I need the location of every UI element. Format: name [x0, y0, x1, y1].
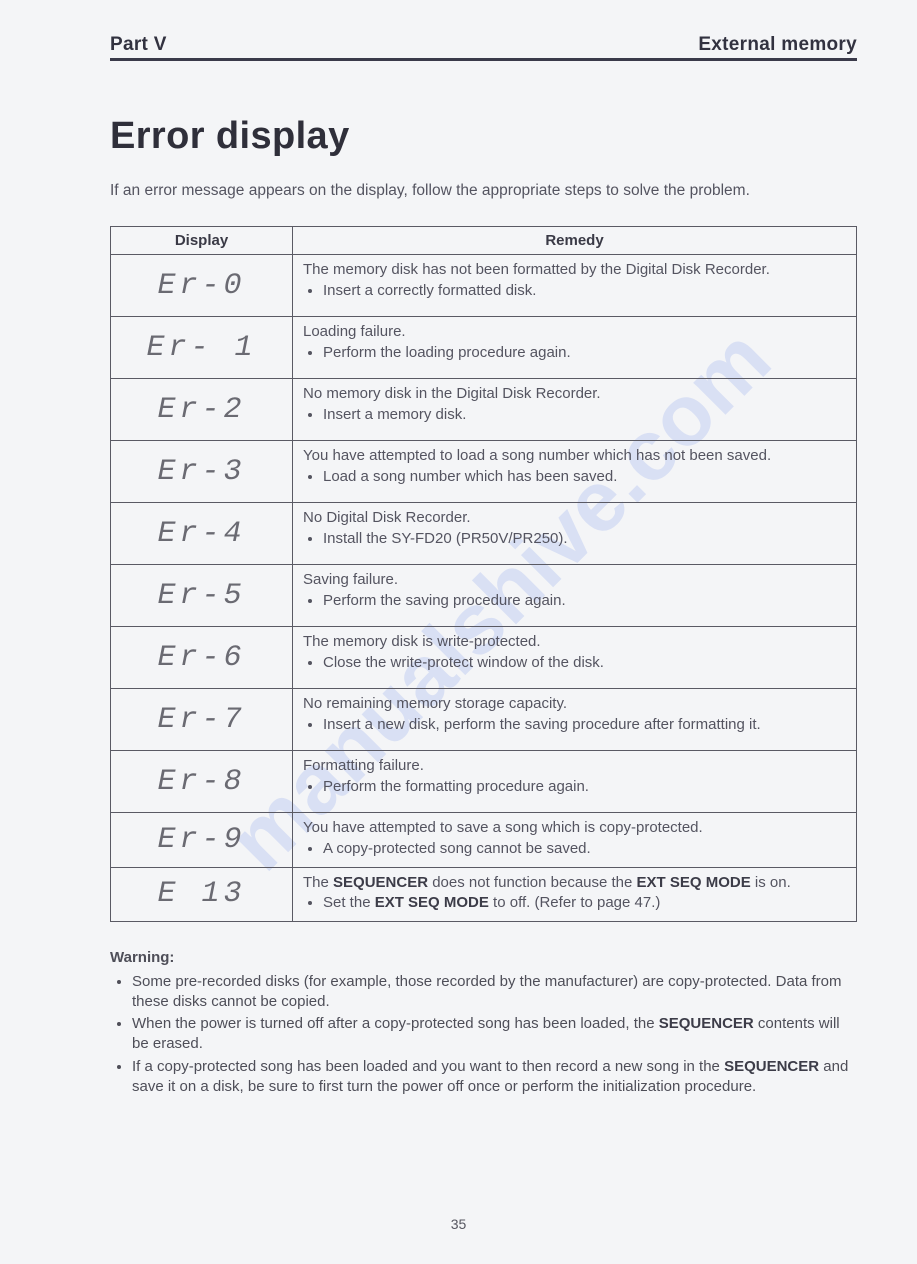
remedy-action: Perform the formatting procedure again.	[323, 778, 846, 797]
error-message: No remaining memory storage capacity.	[303, 695, 846, 714]
remedy-cell: The memory disk is write-protected. Close…	[293, 627, 857, 689]
table-row: Er-9 You have attempted to save a song wh…	[111, 813, 857, 868]
remedy-action: Set the EXT SEQ MODE to off. (Refer to p…	[323, 894, 846, 913]
error-message: The memory disk is write-protected.	[303, 633, 846, 652]
header-part: Part V	[110, 34, 167, 56]
remedy-action: A copy-protected song cannot be saved.	[323, 840, 846, 859]
display-code: Er-3	[111, 441, 293, 503]
table-row: Er-7No remaining memory storage capacity…	[111, 689, 857, 751]
header-section: External memory	[698, 34, 857, 56]
remedy-action: Load a song number which has been saved.	[323, 468, 846, 487]
warning-item: When the power is turned off after a cop…	[132, 1014, 857, 1054]
display-code: Er-0	[111, 255, 293, 317]
remedy-cell: The memory disk has not been formatted b…	[293, 255, 857, 317]
warning-title: Warning:	[110, 948, 857, 968]
remedy-cell: Loading failure. Perform the loading proc…	[293, 317, 857, 379]
remedy-action: Close the write-protect window of the di…	[323, 654, 846, 673]
display-code: Er-7	[111, 689, 293, 751]
table-row: Er-3 You have attempted to load a song nu…	[111, 441, 857, 503]
table-row: E 13 The SEQUENCER does not function beca…	[111, 867, 857, 922]
error-message: Loading failure.	[303, 323, 846, 342]
table-row: Er-8 Formatting failure. Perform the forma…	[111, 751, 857, 813]
display-code: E 13	[111, 867, 293, 922]
remedy-cell: No memory disk in the Digital Disk Recor…	[293, 379, 857, 441]
remedy-action: Insert a new disk, perform the saving pr…	[323, 716, 846, 735]
error-message: You have attempted to load a song number…	[303, 447, 846, 466]
remedy-action: Perform the saving procedure again.	[323, 592, 846, 611]
error-message: The SEQUENCER does not function because …	[303, 874, 846, 893]
error-message: The memory disk has not been formatted b…	[303, 261, 846, 280]
col-display: Display	[111, 227, 293, 255]
display-code: Er-9	[111, 813, 293, 868]
page-title: Error display	[110, 115, 857, 158]
table-row: Er-2 No memory disk in the Digital Disk R…	[111, 379, 857, 441]
display-code: Er-4	[111, 503, 293, 565]
remedy-cell: You have attempted to save a song which …	[293, 813, 857, 868]
warning-item: Some pre-recorded disks (for example, th…	[132, 972, 857, 1012]
remedy-cell: You have attempted to load a song number…	[293, 441, 857, 503]
remedy-cell: The SEQUENCER does not function because …	[293, 867, 857, 922]
intro-text: If an error message appears on the displ…	[110, 182, 857, 200]
page-number: 35	[0, 1216, 917, 1232]
remedy-cell: Saving failure. Perform the saving proced…	[293, 565, 857, 627]
display-code: Er-6	[111, 627, 293, 689]
error-message: You have attempted to save a song which …	[303, 819, 846, 838]
table-row: Er-5 Saving failure. Perform the saving pr…	[111, 565, 857, 627]
remedy-action: Insert a correctly formatted disk.	[323, 282, 846, 301]
remedy-cell: No Digital Disk Recorder. Install the SY-…	[293, 503, 857, 565]
remedy-action: Install the SY-FD20 (PR50V/PR250).	[323, 530, 846, 549]
remedy-action: Insert a memory disk.	[323, 406, 846, 425]
display-code: Er-2	[111, 379, 293, 441]
table-header-row: Display Remedy	[111, 227, 857, 255]
warning-list: Some pre-recorded disks (for example, th…	[110, 972, 857, 1097]
display-code: Er- 1	[111, 317, 293, 379]
error-table: Display Remedy Er-0 The memory disk has n…	[110, 226, 857, 922]
error-message: Formatting failure.	[303, 757, 846, 776]
table-row: Er-4 No Digital Disk Recorder. Install the…	[111, 503, 857, 565]
remedy-cell: Formatting failure. Perform the formattin…	[293, 751, 857, 813]
warning-block: Warning: Some pre-recorded disks (for ex…	[110, 948, 857, 1097]
table-row: Er-6 The memory disk is write-protected. C…	[111, 627, 857, 689]
error-message: No Digital Disk Recorder.	[303, 509, 846, 528]
error-message: Saving failure.	[303, 571, 846, 590]
col-remedy: Remedy	[293, 227, 857, 255]
table-row: Er-0 The memory disk has not been formatt…	[111, 255, 857, 317]
page-header: Part V External memory	[110, 34, 857, 61]
remedy-action: Perform the loading procedure again.	[323, 344, 846, 363]
warning-item: If a copy-protected song has been loaded…	[132, 1057, 857, 1097]
remedy-cell: No remaining memory storage capacity. Ins…	[293, 689, 857, 751]
display-code: Er-5	[111, 565, 293, 627]
display-code: Er-8	[111, 751, 293, 813]
error-message: No memory disk in the Digital Disk Recor…	[303, 385, 846, 404]
table-row: Er- 1 Loading failure. Perform the loading…	[111, 317, 857, 379]
